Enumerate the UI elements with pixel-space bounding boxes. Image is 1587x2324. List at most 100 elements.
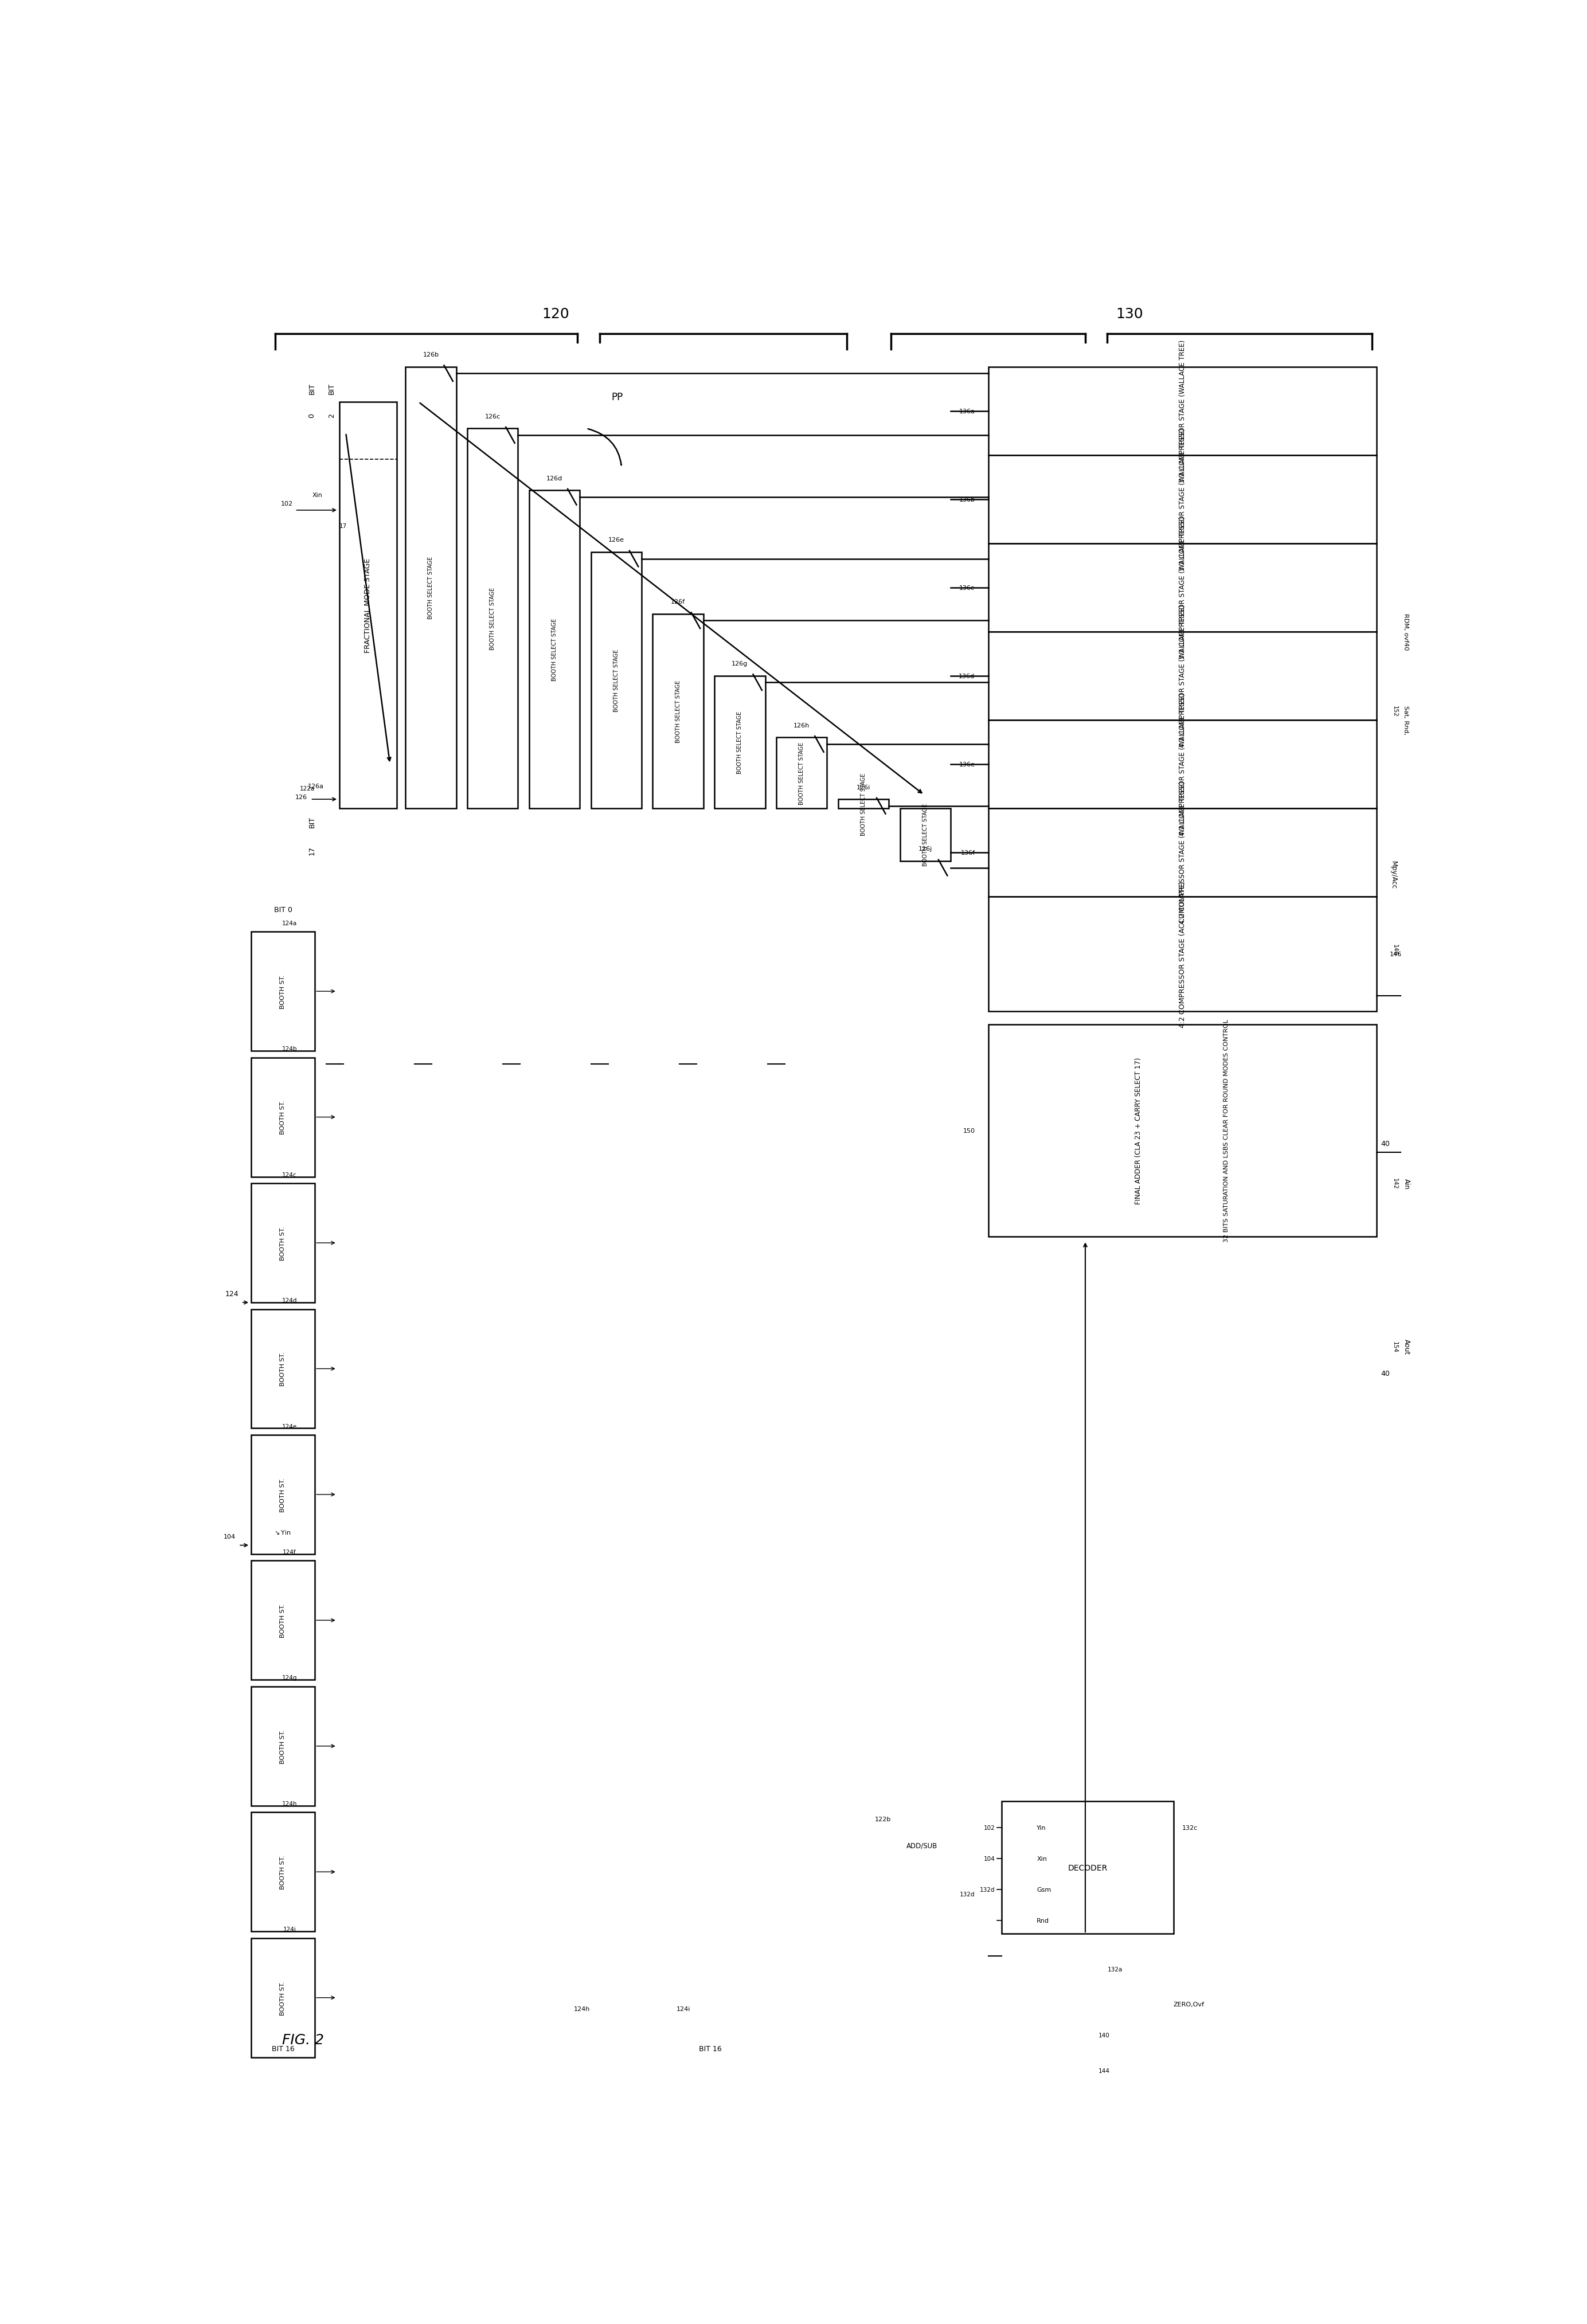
Text: BOOTH SELECT STAGE: BOOTH SELECT STAGE — [798, 741, 805, 804]
Text: BOOTH ST.: BOOTH ST. — [279, 1353, 286, 1385]
Text: Mpy/Acc: Mpy/Acc — [1390, 860, 1397, 888]
Text: BOOTH SELECT STAGE: BOOTH SELECT STAGE — [613, 648, 619, 711]
Bar — [251, 1687, 314, 1806]
Text: ADD/SUB: ADD/SUB — [906, 1843, 938, 1850]
Text: 120: 120 — [541, 307, 570, 321]
Text: FINAL ADDER (CLA 23 + CARRY SELECT 17): FINAL ADDER (CLA 23 + CARRY SELECT 17) — [1135, 1057, 1143, 1204]
Text: 102: 102 — [984, 1824, 995, 1831]
Bar — [251, 1938, 314, 2057]
Text: BOOTH ST.: BOOTH ST. — [279, 974, 286, 1009]
Text: BOOTH SELECT STAGE: BOOTH SELECT STAGE — [552, 618, 557, 681]
Text: 150: 150 — [963, 1127, 974, 1134]
Text: FIG. 2: FIG. 2 — [282, 2033, 324, 2047]
Bar — [467, 430, 517, 809]
Text: BIT: BIT — [329, 383, 335, 395]
Text: 136d: 136d — [959, 674, 974, 679]
Text: 142: 142 — [1392, 1178, 1398, 1190]
Bar — [989, 720, 1376, 809]
Text: 102: 102 — [281, 502, 294, 507]
Text: BOOTH SELECT STAGE: BOOTH SELECT STAGE — [736, 711, 743, 774]
Bar — [251, 1813, 314, 1931]
Text: 124i: 124i — [282, 1927, 297, 1931]
Bar — [1001, 1801, 1173, 1934]
Bar — [776, 737, 827, 809]
Text: 104: 104 — [984, 1857, 995, 1862]
Text: 126c: 126c — [484, 414, 500, 418]
Text: 124c: 124c — [282, 1171, 297, 1178]
Text: BIT 0: BIT 0 — [275, 906, 292, 913]
Text: BOOTH SELECT STAGE: BOOTH SELECT STAGE — [428, 555, 433, 618]
Text: BOOTH SELECT STAGE: BOOTH SELECT STAGE — [922, 804, 928, 867]
Text: 126a: 126a — [308, 783, 324, 790]
Bar — [989, 897, 1376, 1011]
Text: BOOTH ST.: BOOTH ST. — [279, 1855, 286, 1889]
Bar — [251, 1308, 314, 1429]
Text: BOOTH ST.: BOOTH ST. — [279, 1099, 286, 1134]
Text: 132d: 132d — [979, 1887, 995, 1892]
Text: 40: 40 — [1381, 1369, 1390, 1378]
Text: 122b: 122b — [874, 1815, 890, 1822]
Text: 140: 140 — [1098, 2033, 1109, 2038]
Text: BIT 16: BIT 16 — [271, 2045, 295, 2052]
Text: 126i: 126i — [857, 786, 870, 790]
Text: 132d: 132d — [960, 1892, 974, 1896]
Text: BIT 16: BIT 16 — [698, 2045, 722, 2052]
Bar — [989, 632, 1376, 720]
Text: 124: 124 — [225, 1290, 238, 1297]
Text: 126e: 126e — [608, 537, 624, 544]
Text: 124f: 124f — [282, 1550, 297, 1555]
Text: BIT: BIT — [308, 383, 316, 395]
Text: BOOTH SELECT STAGE: BOOTH SELECT STAGE — [490, 588, 495, 651]
Text: Xin: Xin — [1036, 1857, 1047, 1862]
Text: 132c: 132c — [1182, 1824, 1198, 1831]
Text: 124d: 124d — [282, 1297, 297, 1304]
Text: 136c: 136c — [960, 586, 974, 590]
Text: BOOTH ST.: BOOTH ST. — [279, 1729, 286, 1764]
Text: 126: 126 — [295, 795, 308, 799]
Text: 124i: 124i — [676, 2006, 690, 2013]
Text: RDM, ovf40: RDM, ovf40 — [1403, 614, 1409, 651]
Bar — [405, 367, 455, 809]
Text: 124a: 124a — [282, 920, 297, 925]
Text: 136f: 136f — [960, 851, 974, 855]
Bar — [340, 402, 397, 809]
Bar — [989, 456, 1376, 544]
Bar — [989, 367, 1376, 456]
Text: 146: 146 — [1390, 951, 1401, 957]
Text: 40: 40 — [1381, 1141, 1390, 1148]
Text: 130: 130 — [1116, 307, 1143, 321]
Text: 132a: 132a — [1108, 1966, 1122, 1973]
Text: Rnd: Rnd — [1036, 1917, 1049, 1924]
Text: 4:2 COMPRESSOR STAGE (WALLACE TREE): 4:2 COMPRESSOR STAGE (WALLACE TREE) — [1179, 693, 1185, 837]
Text: 136b: 136b — [959, 497, 974, 502]
Text: 3:2 COMPRESSOR STAGE (WALLACE TREE): 3:2 COMPRESSOR STAGE (WALLACE TREE) — [1179, 516, 1185, 660]
Bar — [838, 799, 889, 809]
Text: Xin: Xin — [313, 493, 322, 497]
Text: PP: PP — [611, 393, 624, 402]
Text: 124b: 124b — [282, 1046, 297, 1053]
Text: 0: 0 — [308, 414, 316, 418]
Text: Sat, Rnd,: Sat, Rnd, — [1403, 706, 1409, 734]
Text: DECODER: DECODER — [1068, 1864, 1108, 1871]
Bar — [251, 1436, 314, 1555]
Text: 126g: 126g — [732, 660, 747, 667]
Text: 4:2 COMPRESSOR STAGE (WALLACE TREE): 4:2 COMPRESSOR STAGE (WALLACE TREE) — [1179, 781, 1185, 925]
Text: 126j: 126j — [919, 846, 932, 853]
Text: FRACTIONAL MODE STAGE: FRACTIONAL MODE STAGE — [363, 558, 371, 653]
Bar — [251, 1057, 314, 1176]
Text: 4:2 COMPRESSOR STAGE (ACCUMULATE): 4:2 COMPRESSOR STAGE (ACCUMULATE) — [1179, 881, 1185, 1027]
Text: 124h: 124h — [574, 2006, 590, 2013]
Text: Yin: Yin — [1036, 1824, 1046, 1831]
Text: 124h: 124h — [282, 1801, 297, 1806]
Text: 144: 144 — [1098, 2068, 1109, 2073]
Text: 4:2 COMPRESSOR STAGE (WALLACE TREE): 4:2 COMPRESSOR STAGE (WALLACE TREE) — [1179, 604, 1185, 748]
Bar — [528, 490, 579, 809]
Text: BOOTH SELECT STAGE: BOOTH SELECT STAGE — [860, 772, 867, 834]
Text: 2: 2 — [329, 414, 335, 418]
Bar — [251, 1183, 314, 1304]
Text: 126b: 126b — [422, 351, 440, 358]
Text: BOOTH ST.: BOOTH ST. — [279, 1980, 286, 2015]
Text: BOOTH ST.: BOOTH ST. — [279, 1604, 286, 1638]
FancyArrowPatch shape — [587, 430, 622, 465]
Text: 124e: 124e — [282, 1422, 297, 1429]
